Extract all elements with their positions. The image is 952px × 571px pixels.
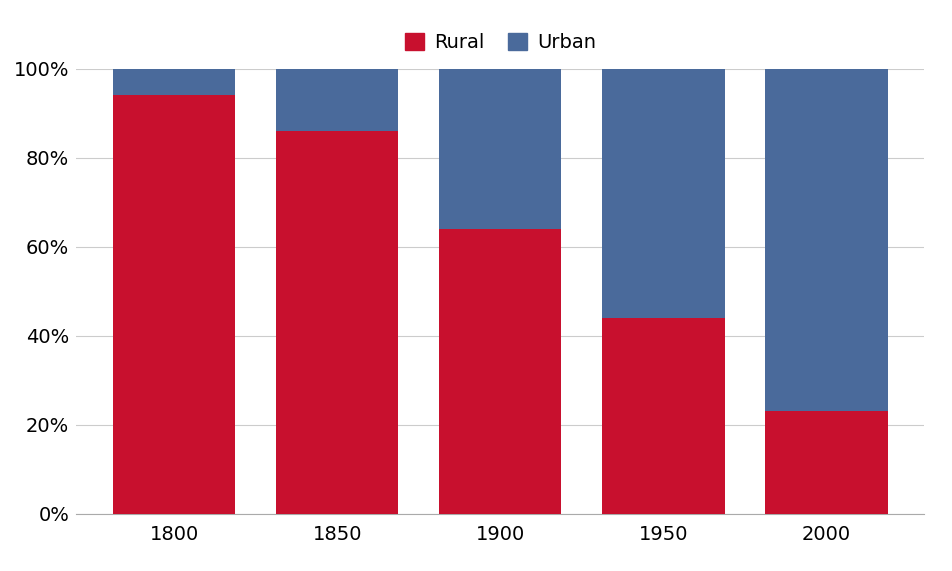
Legend: Rural, Urban: Rural, Urban	[397, 25, 603, 60]
Bar	[276, 69, 398, 131]
Bar	[602, 318, 724, 514]
Bar	[276, 131, 398, 514]
Bar	[764, 69, 886, 412]
Bar	[439, 229, 561, 514]
Bar	[602, 69, 724, 318]
Bar	[439, 69, 561, 229]
Bar	[764, 412, 886, 514]
Bar	[113, 95, 235, 514]
Bar	[113, 69, 235, 95]
